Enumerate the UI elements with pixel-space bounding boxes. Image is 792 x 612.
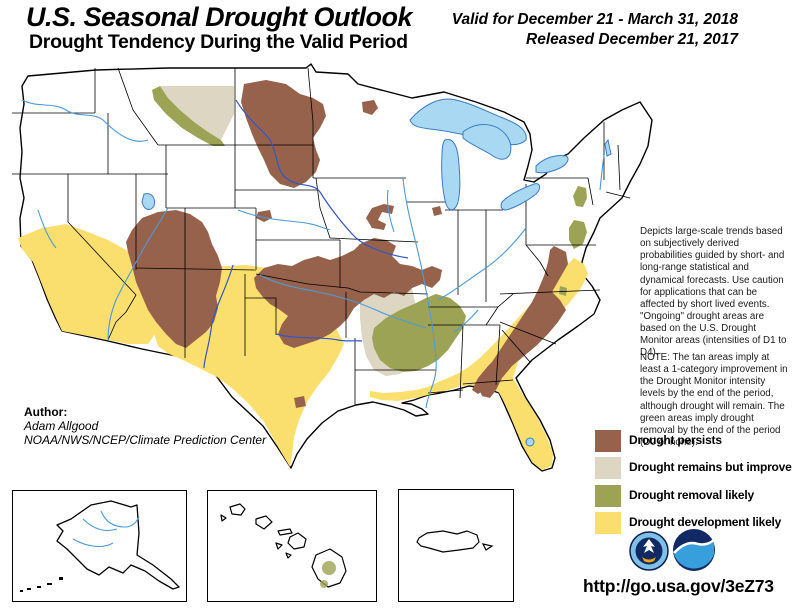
lake-huron	[462, 124, 512, 160]
lake-erie	[500, 183, 541, 211]
island-molokai	[277, 528, 293, 536]
info-url-link[interactable]: http://go.usa.gov/3eZ73	[583, 576, 774, 596]
legend-label-development: Drought development likely	[629, 515, 782, 529]
hawaii-inset	[207, 490, 377, 602]
author-org: NOAA/NWS/NCEP/Climate Prediction Center	[24, 433, 267, 448]
validity-block: Valid for December 21 - March 31, 2018 R…	[430, 10, 738, 50]
conus-map	[12, 63, 653, 472]
drought-region-iowa-small-persists	[432, 206, 442, 216]
release-date-line: Released December 21, 2017	[526, 31, 738, 49]
valid-period-line: Valid for December 21 - March 31, 2018	[451, 11, 738, 28]
drought-region-montana-improves	[160, 86, 234, 140]
nws-seal-icon	[629, 531, 669, 571]
author-name: Adam Allgood	[24, 419, 99, 434]
drought-region-georgia-bulge-persists	[472, 298, 552, 394]
island-kahoolawe	[285, 552, 292, 559]
lake-champlain	[604, 138, 612, 157]
drought-region-southern-plains-persists	[254, 238, 442, 348]
island-lanai	[275, 542, 283, 550]
puerto-rico-map	[416, 530, 494, 553]
legend-swatch-improves	[595, 457, 621, 479]
drought-region-dakotas-persists	[241, 80, 326, 188]
island-maui	[287, 532, 307, 550]
lake-ontario	[535, 155, 569, 174]
lake-okeechobee	[525, 437, 535, 447]
island-oahu	[255, 515, 273, 530]
legend-label-persists: Drought persists	[629, 433, 722, 447]
alaska-outline	[56, 500, 180, 590]
great-salt-lake	[141, 193, 155, 210]
island-kauai	[229, 503, 246, 516]
puerto-rico-outline	[416, 530, 480, 553]
page-title: U.S. Seasonal Drought Outlook	[26, 2, 413, 32]
description-paragraph-2: NOTE: The tan areas imply at least a 1-c…	[640, 352, 788, 448]
island-niihau	[220, 514, 227, 522]
legend-label-improves: Drought remains but improves	[629, 460, 792, 474]
hawaii-map	[220, 503, 347, 588]
rivers-dark	[203, 99, 409, 369]
drought-region-texas-dot-persists	[294, 396, 306, 408]
drought-region-maryland-removal	[569, 220, 587, 249]
drought-region-montana-removal	[152, 86, 225, 146]
author-label: Author:	[24, 405, 68, 419]
great-lakes	[141, 98, 612, 447]
drought-region-pennsylvania-removal	[573, 186, 587, 207]
drought-region-mississippi-removal	[372, 294, 466, 372]
legend-swatch-removal	[595, 485, 621, 507]
aleutian-islands	[20, 577, 63, 592]
hawaii-drought-removal-patches	[320, 561, 336, 588]
rivers	[21, 99, 605, 409]
page-subtitle: Drought Tendency During the Valid Period	[29, 31, 408, 53]
drought-region-minnesota-persists	[362, 100, 378, 115]
noaa-seal-icon	[673, 529, 715, 571]
drought-region-carolina-coast-removal	[559, 286, 567, 296]
alaska-inset	[12, 490, 187, 602]
drought-region-colorado-persists	[256, 210, 272, 222]
puerto-rico-inset	[398, 489, 514, 602]
state-boundaries	[12, 67, 631, 405]
alaska-map	[20, 500, 180, 592]
legend-swatch-persists	[595, 430, 621, 452]
description-paragraph-1: Depicts large-scale trends based on subj…	[640, 226, 787, 359]
legend-swatch-development	[595, 512, 621, 534]
author-block: Author: Adam Allgood NOAA/NWS/NCEP/Clima…	[24, 405, 266, 447]
alaska-rivers	[72, 510, 140, 548]
legend-label-removal: Drought removal likely	[629, 488, 754, 502]
drought-region-fourcorners-persists	[126, 210, 222, 348]
drought-region-iowa-persists	[366, 204, 394, 230]
vieques-outline	[481, 543, 494, 551]
lake-michigan	[441, 139, 461, 211]
